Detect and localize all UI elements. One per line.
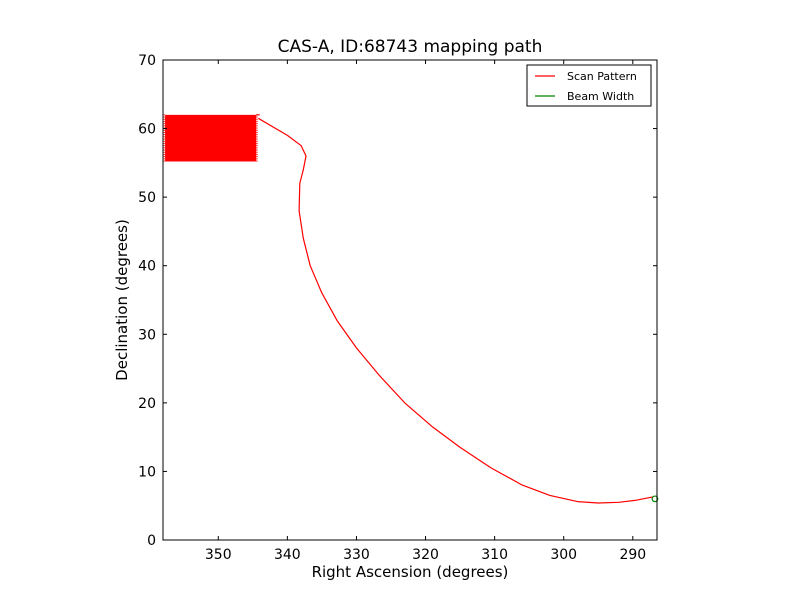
legend-box (526, 64, 652, 107)
y-tick-label: 10 (138, 464, 156, 480)
raster-scan-block (165, 114, 257, 162)
y-tick-label: 70 (138, 53, 156, 69)
x-axis-label: Right Ascension (degrees) (312, 563, 509, 581)
y-tick-label: 0 (147, 533, 156, 549)
raster-scan-region (163, 114, 260, 162)
y-tick-label: 30 (138, 327, 156, 343)
chart-title: CAS-A, ID:68743 mapping path (278, 37, 543, 57)
y-tick-label: 50 (138, 190, 156, 206)
y-tick-label: 20 (138, 396, 156, 412)
x-tick-label: 320 (412, 547, 439, 563)
series-line-scan-pattern (257, 117, 654, 504)
y-tick-label: 60 (138, 122, 156, 138)
x-tick-label: 330 (343, 547, 370, 563)
legend-label-beam-width: Beam Width (567, 90, 634, 103)
x-tick-label: 350 (205, 547, 232, 563)
y-axis: 0 10 20 30 40 50 60 70 (138, 53, 657, 549)
x-axis: 350 340 330 320 310 300 290 (205, 60, 646, 563)
x-tick-label: 300 (550, 547, 577, 563)
plot-area (162, 59, 659, 541)
y-tick-label: 40 (138, 259, 156, 275)
y-axis-label: Declination (degrees) (113, 219, 131, 381)
x-tick-label: 310 (481, 547, 508, 563)
beam-width-marker (651, 495, 659, 503)
legend-label-scan-pattern: Scan Pattern (567, 70, 637, 83)
legend: Scan Pattern Beam Width (526, 64, 652, 107)
series-layer (257, 117, 659, 504)
x-tick-label: 340 (274, 547, 301, 563)
plot-frame (162, 59, 658, 541)
x-tick-label: 290 (619, 547, 646, 563)
